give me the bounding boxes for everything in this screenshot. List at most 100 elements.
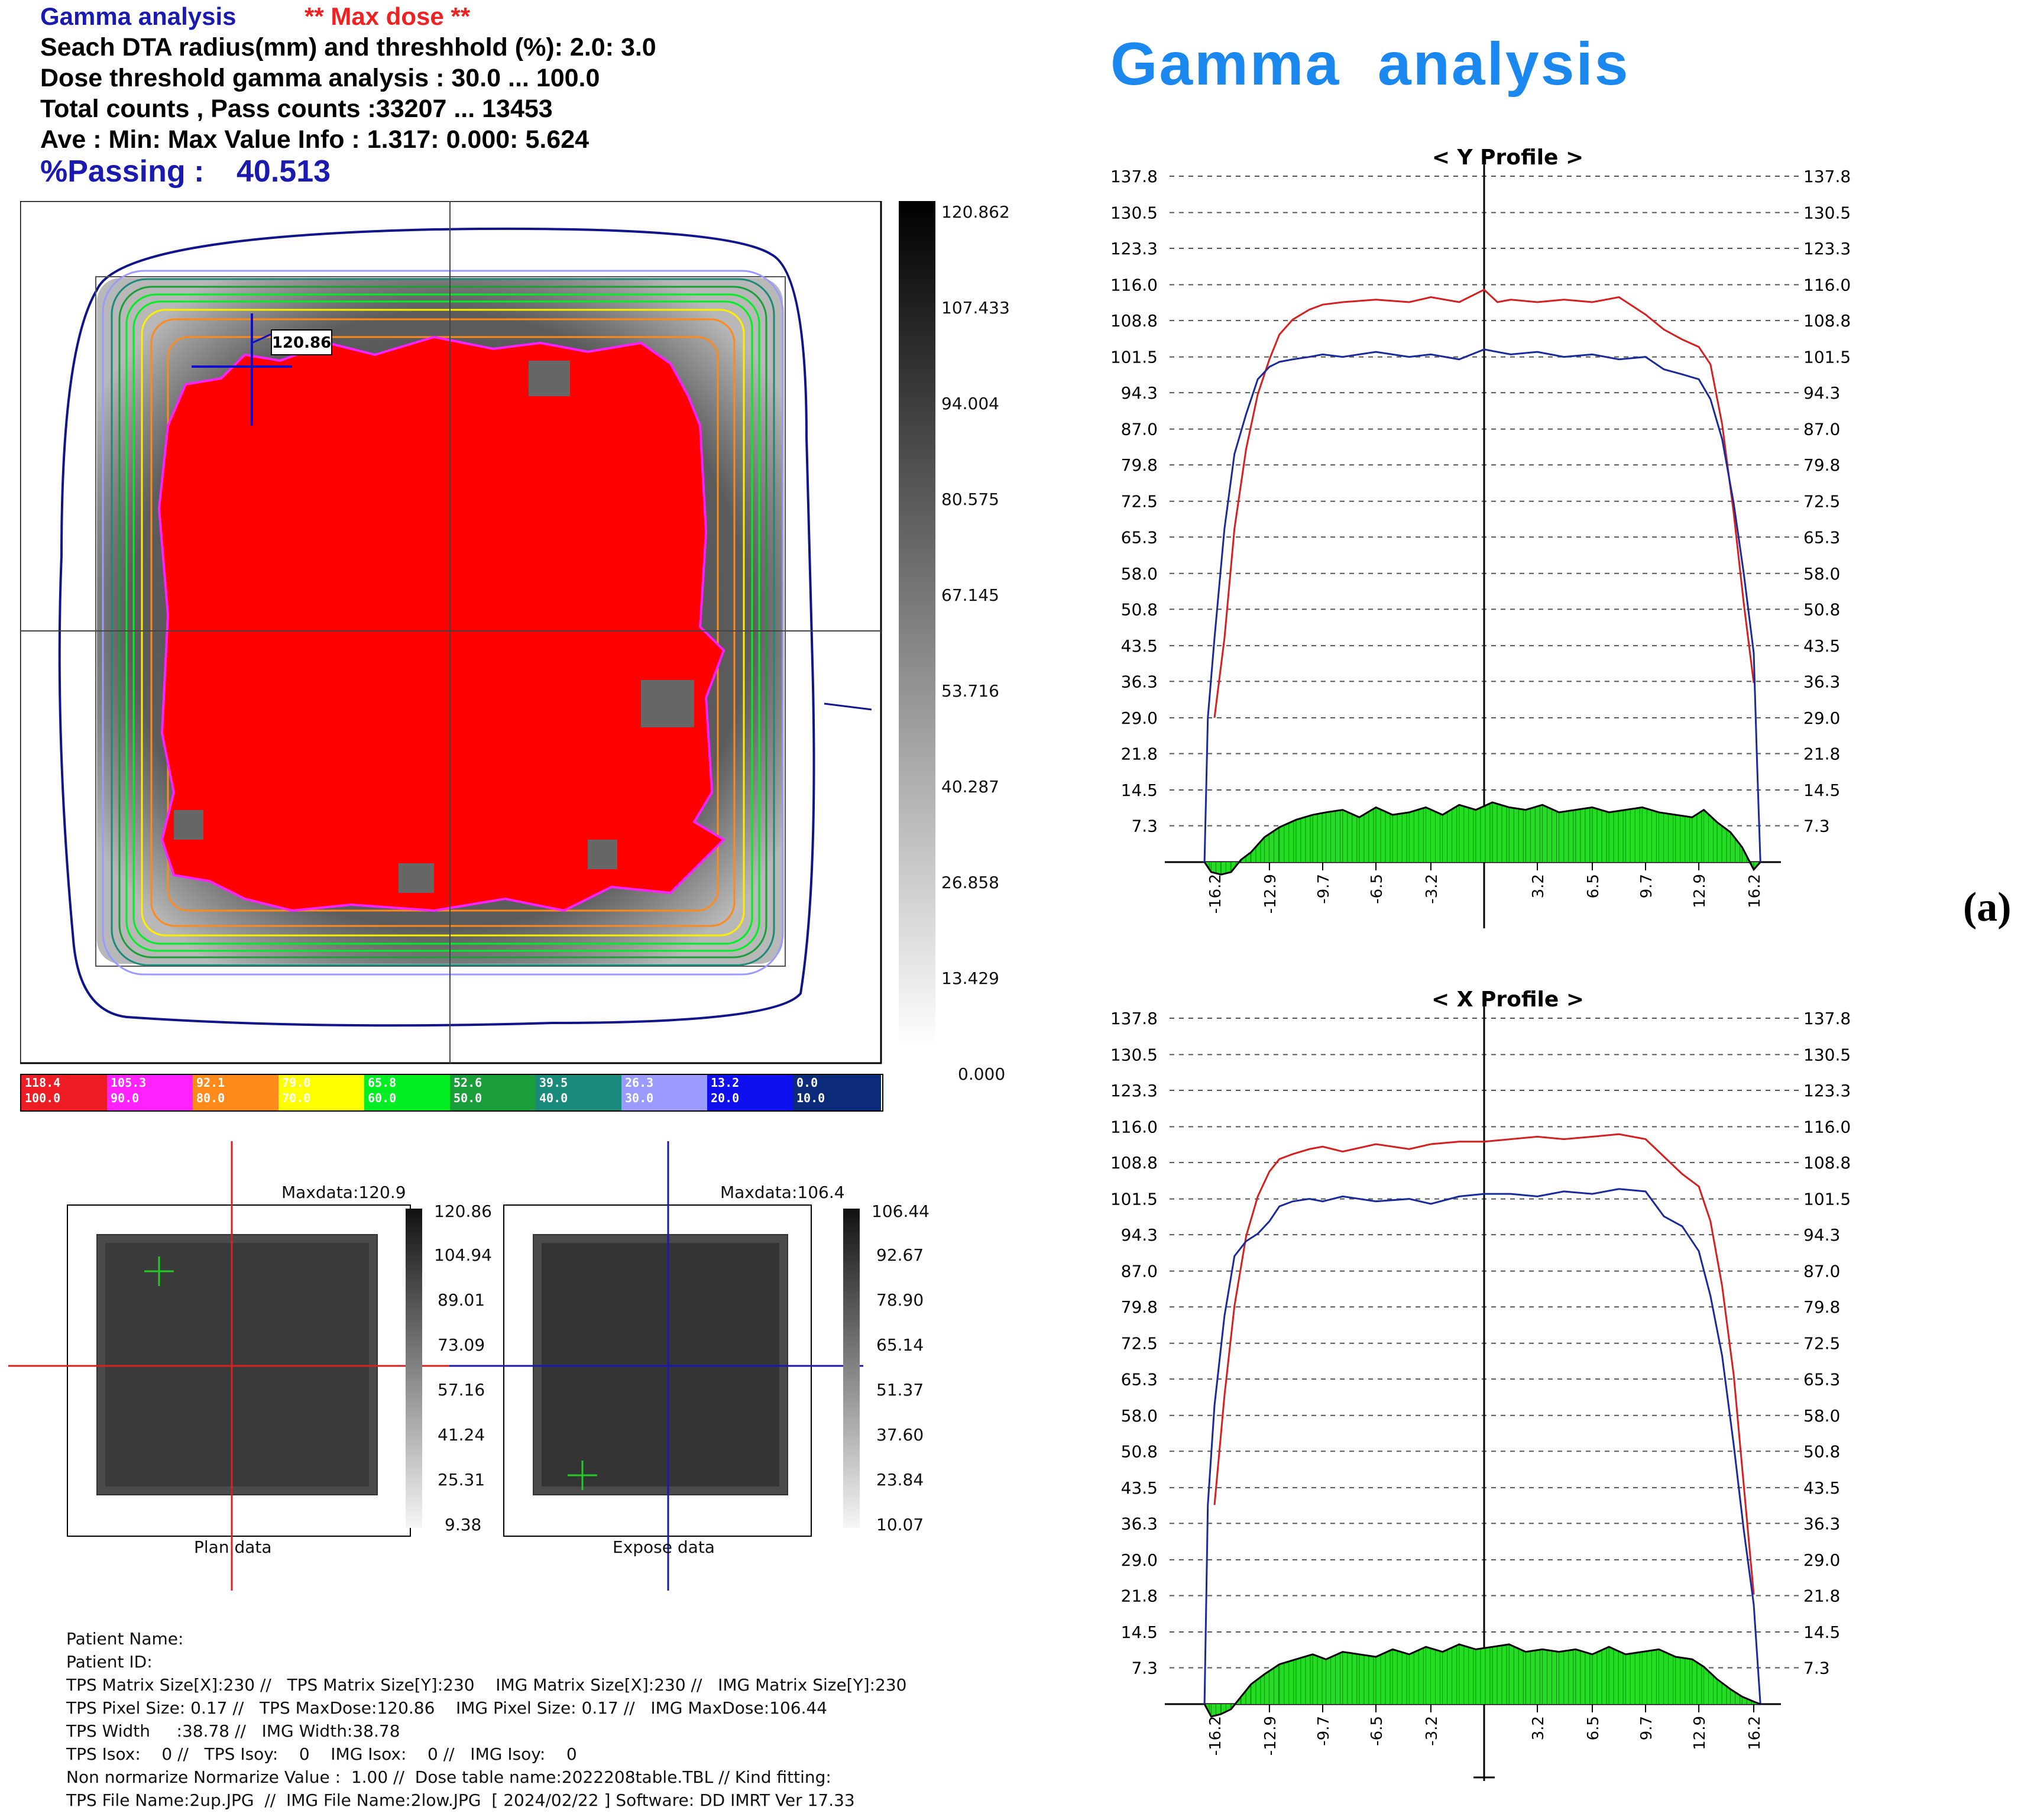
- scale-tick: 53.716: [941, 681, 999, 701]
- expose-scale-tick: 10.07: [876, 1515, 924, 1534]
- x-tick-label: -16.2: [1207, 874, 1225, 914]
- y-tick-right: 29.0: [1803, 1550, 1840, 1570]
- plan-scale-tick: 41.24: [438, 1425, 485, 1445]
- y-tick-right: 108.8: [1803, 311, 1851, 331]
- y-tick-right: 72.5: [1803, 492, 1840, 511]
- legend-cell: 26.3 30.0: [621, 1075, 707, 1110]
- y-tick-left: 108.8: [1110, 311, 1158, 331]
- plan-scale-tick: 25.31: [438, 1470, 485, 1489]
- y-tick-right: 58.0: [1803, 564, 1840, 584]
- y-tick-left: 72.5: [1121, 492, 1158, 511]
- passing-label: %Passing :: [40, 154, 205, 189]
- x-profile-chart-wrap: < X Profile > 137.8 137.8 130.5 130.5 123.3 12…: [1100, 984, 1892, 1794]
- expose-maxdata: Maxdata:106.4: [720, 1183, 845, 1202]
- y-tick-left: 58.0: [1121, 564, 1158, 584]
- y-tick-left: 130.5: [1110, 1045, 1158, 1064]
- legend-cell: 79.0 70.0: [278, 1075, 364, 1110]
- legend-cell: 105.3 90.0: [107, 1075, 193, 1110]
- legend-cell: 65.8 60.0: [364, 1075, 450, 1110]
- x-tick-label: -16.2: [1207, 1716, 1225, 1756]
- x-tick-label: 12.9: [1691, 874, 1709, 908]
- y-tick-left: 79.8: [1121, 455, 1158, 475]
- plan-scale-tick: 89.01: [438, 1290, 485, 1310]
- y-tick-right: 116.0: [1803, 1118, 1851, 1137]
- chart-title: < X Profile >: [1431, 987, 1584, 1012]
- y-tick-left: 36.3: [1121, 1514, 1158, 1533]
- y-tick-right: 65.3: [1803, 1369, 1840, 1389]
- plan-caption: Plan data: [194, 1537, 272, 1557]
- scale-tick: 26.858: [941, 873, 999, 892]
- y-tick-right: 58.0: [1803, 1406, 1840, 1426]
- y-tick-right: 36.3: [1803, 672, 1840, 691]
- y-tick-right: 123.3: [1803, 1081, 1851, 1100]
- x-tick-label: 6.5: [1585, 1716, 1602, 1740]
- scale-tick: 94.004: [941, 394, 999, 413]
- x-tick-label: -9.7: [1315, 1716, 1333, 1746]
- y-tick-right: 130.5: [1803, 203, 1851, 222]
- y-tick-left: 101.5: [1110, 348, 1158, 367]
- chart-title: < Y Profile >: [1432, 145, 1583, 170]
- histogram-area: [1204, 1644, 1761, 1717]
- max-dose-label: ** Max dose **: [305, 2, 471, 30]
- x-tick-label: 9.7: [1638, 1716, 1656, 1740]
- info-line: Patient Name:: [66, 1629, 184, 1649]
- y-tick-left: 21.8: [1121, 1586, 1158, 1605]
- plan-data-panel[interactable]: [8, 1141, 458, 1596]
- profile-series-line: [1213, 1133, 1755, 1595]
- plan-scale-tick: 9.38: [445, 1515, 482, 1534]
- y-tick-right: 123.3: [1803, 239, 1851, 258]
- x-tick-label: -3.2: [1423, 1716, 1441, 1746]
- gamma-map[interactable]: 120.86: [19, 200, 882, 1064]
- y-tick-left: 116.0: [1110, 276, 1158, 295]
- y-tick-left: 14.5: [1121, 1623, 1158, 1642]
- figure-label: (a): [1963, 885, 2012, 930]
- y-tick-left: 14.5: [1121, 781, 1158, 800]
- y-tick-right: 130.5: [1803, 1045, 1851, 1064]
- legend-cell: 92.1 80.0: [193, 1075, 278, 1110]
- expose-caption: Expose data: [613, 1537, 715, 1557]
- x-tick-label: 16.2: [1746, 1716, 1764, 1750]
- expose-scale-tick: 23.84: [876, 1470, 924, 1489]
- expose-scale-bar: [843, 1209, 860, 1528]
- expose-scale-tick: 51.37: [876, 1380, 924, 1400]
- y-tick-left: 65.3: [1121, 527, 1158, 547]
- y-tick-left: 29.0: [1121, 1550, 1158, 1570]
- y-tick-left: 58.0: [1121, 1406, 1158, 1426]
- y-tick-right: 87.0: [1803, 1262, 1840, 1281]
- y-tick-right: 116.0: [1803, 276, 1851, 295]
- y-profile-chart: < Y Profile > 137.8 137.8 130.5 130.5 123.3 12…: [1110, 145, 1851, 939]
- ave-min-max-info: Ave : Min: Max Value Info : 1.317: 0.000…: [40, 125, 590, 154]
- y-tick-right: 7.3: [1803, 817, 1830, 836]
- y-tick-left: 137.8: [1110, 1009, 1158, 1028]
- expose-scale-tick: 37.60: [876, 1425, 924, 1445]
- legend-cell: 39.5 40.0: [536, 1075, 621, 1110]
- x-tick-label: 16.2: [1746, 874, 1764, 908]
- plan-scale-tick: 73.09: [438, 1335, 485, 1355]
- y-tick-left: 87.0: [1121, 420, 1158, 439]
- y-tick-left: 94.3: [1121, 1225, 1158, 1245]
- scale-tick: 107.433: [941, 298, 1010, 318]
- plan-scale-tick: 104.94: [434, 1245, 492, 1265]
- legend-cell: 0.0 10.0: [793, 1075, 881, 1110]
- y-tick-right: 108.8: [1803, 1153, 1851, 1173]
- expose-data-panel[interactable]: [449, 1141, 863, 1596]
- info-line: Patient ID:: [66, 1652, 153, 1672]
- gamma-map-panel[interactable]: 120.86: [19, 200, 882, 1064]
- y-tick-right: 137.8: [1803, 1009, 1851, 1028]
- dose-threshold-info: Dose threshold gamma analysis : 30.0 ...…: [40, 64, 600, 92]
- info-line: TPS File Name:2up.JPG // IMG File Name:2…: [66, 1790, 855, 1810]
- x-tick-label: 12.9: [1691, 1716, 1709, 1750]
- plan-scale-tick: 57.16: [438, 1380, 485, 1400]
- y-tick-left: 94.3: [1121, 383, 1158, 403]
- profile-series-line: [1203, 348, 1761, 863]
- dta-radius-info: Seach DTA radius(mm) and threshhold (%):…: [40, 33, 656, 61]
- x-tick-label: -3.2: [1423, 874, 1441, 904]
- y-tick-left: 36.3: [1121, 672, 1158, 691]
- y-tick-left: 72.5: [1121, 1334, 1158, 1353]
- color-legend: [20, 1074, 883, 1112]
- y-tick-right: 79.8: [1803, 1297, 1840, 1317]
- x-tick-label: 9.7: [1638, 874, 1656, 898]
- counts-info: Total counts , Pass counts :33207 ... 13…: [40, 95, 553, 123]
- y-tick-right: 36.3: [1803, 1514, 1840, 1533]
- y-profile-chart-wrap: < Y Profile > 137.8 137.8 130.5 130.5 123.3 12…: [1100, 142, 1892, 939]
